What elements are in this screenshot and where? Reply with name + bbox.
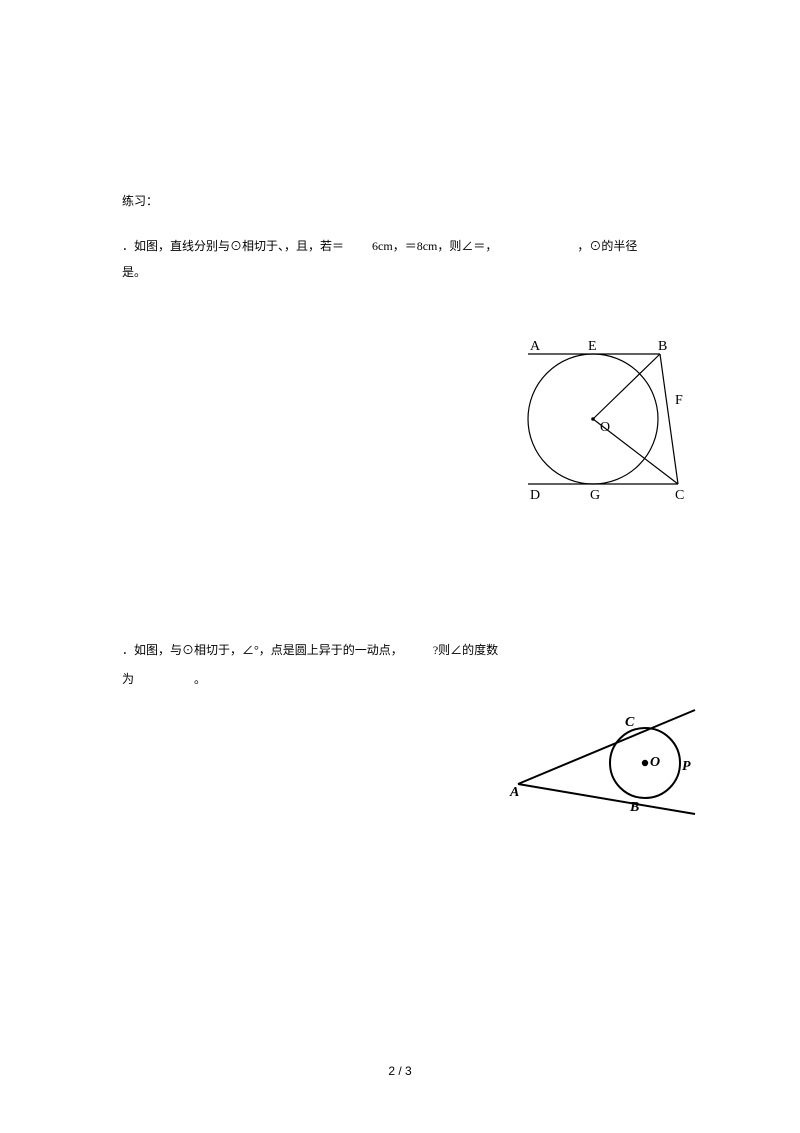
q1-line2: 是。 xyxy=(122,259,682,285)
q2-line2: 为。 xyxy=(122,672,206,686)
fig2-label-B: B xyxy=(629,800,639,815)
fig2-label-O: O xyxy=(650,755,660,770)
fig1-label-F: F xyxy=(675,393,683,408)
fig1-label-O: O xyxy=(600,420,610,435)
fig1-label-E: E xyxy=(588,339,597,354)
q1-sep: ，＝ xyxy=(393,239,417,253)
q2-text-2a: 为 xyxy=(122,672,134,686)
page-number: 2 / 3 xyxy=(0,1064,800,1078)
fig2-label-P: P xyxy=(682,759,691,774)
q2-text-b: 则∠的度数 xyxy=(438,643,498,657)
question-2: ．如图，与⊙相切于，∠°，点是圆上异于的一动点，?则∠的度数 为。 xyxy=(122,636,682,694)
q2-text-a: ．如图，与⊙相切于，∠°，点是圆上异于的一动点， xyxy=(122,643,403,657)
q1-val1: 6cm xyxy=(372,239,393,253)
fig2-label-C: C xyxy=(625,715,635,730)
q1-val2: 8cm xyxy=(417,239,438,253)
practice-heading: 练习： xyxy=(122,192,682,209)
q1-text-b: ，则∠＝， xyxy=(437,239,497,253)
fig1-label-C: C xyxy=(675,488,684,503)
q1-text-c: ，⊙的半径 xyxy=(577,239,637,253)
fig1-label-A: A xyxy=(530,339,541,354)
fig1-label-G: G xyxy=(590,488,600,503)
fig1-label-D: D xyxy=(530,488,540,503)
q1-line1: ．如图，直线分别与⊙相切于、，且，若＝ 6cm，＝8cm，则∠＝， ，⊙的半径 xyxy=(122,233,682,259)
figure-1: A E B F O D G C xyxy=(520,336,690,506)
question-1: ．如图，直线分别与⊙相切于、，且，若＝ 6cm，＝8cm，则∠＝， ，⊙的半径 是。 xyxy=(122,233,682,286)
figure-2: A C B O P xyxy=(500,698,700,823)
q2-line1: ．如图，与⊙相切于，∠°，点是圆上异于的一动点，?则∠的度数 xyxy=(122,643,498,657)
fig2-label-A: A xyxy=(509,785,519,800)
q2-text-2b: 。 xyxy=(194,672,206,686)
fig1-label-B: B xyxy=(658,339,667,354)
q1-text-a: ．如图，直线分别与⊙相切于、，且，若＝ xyxy=(122,239,344,253)
